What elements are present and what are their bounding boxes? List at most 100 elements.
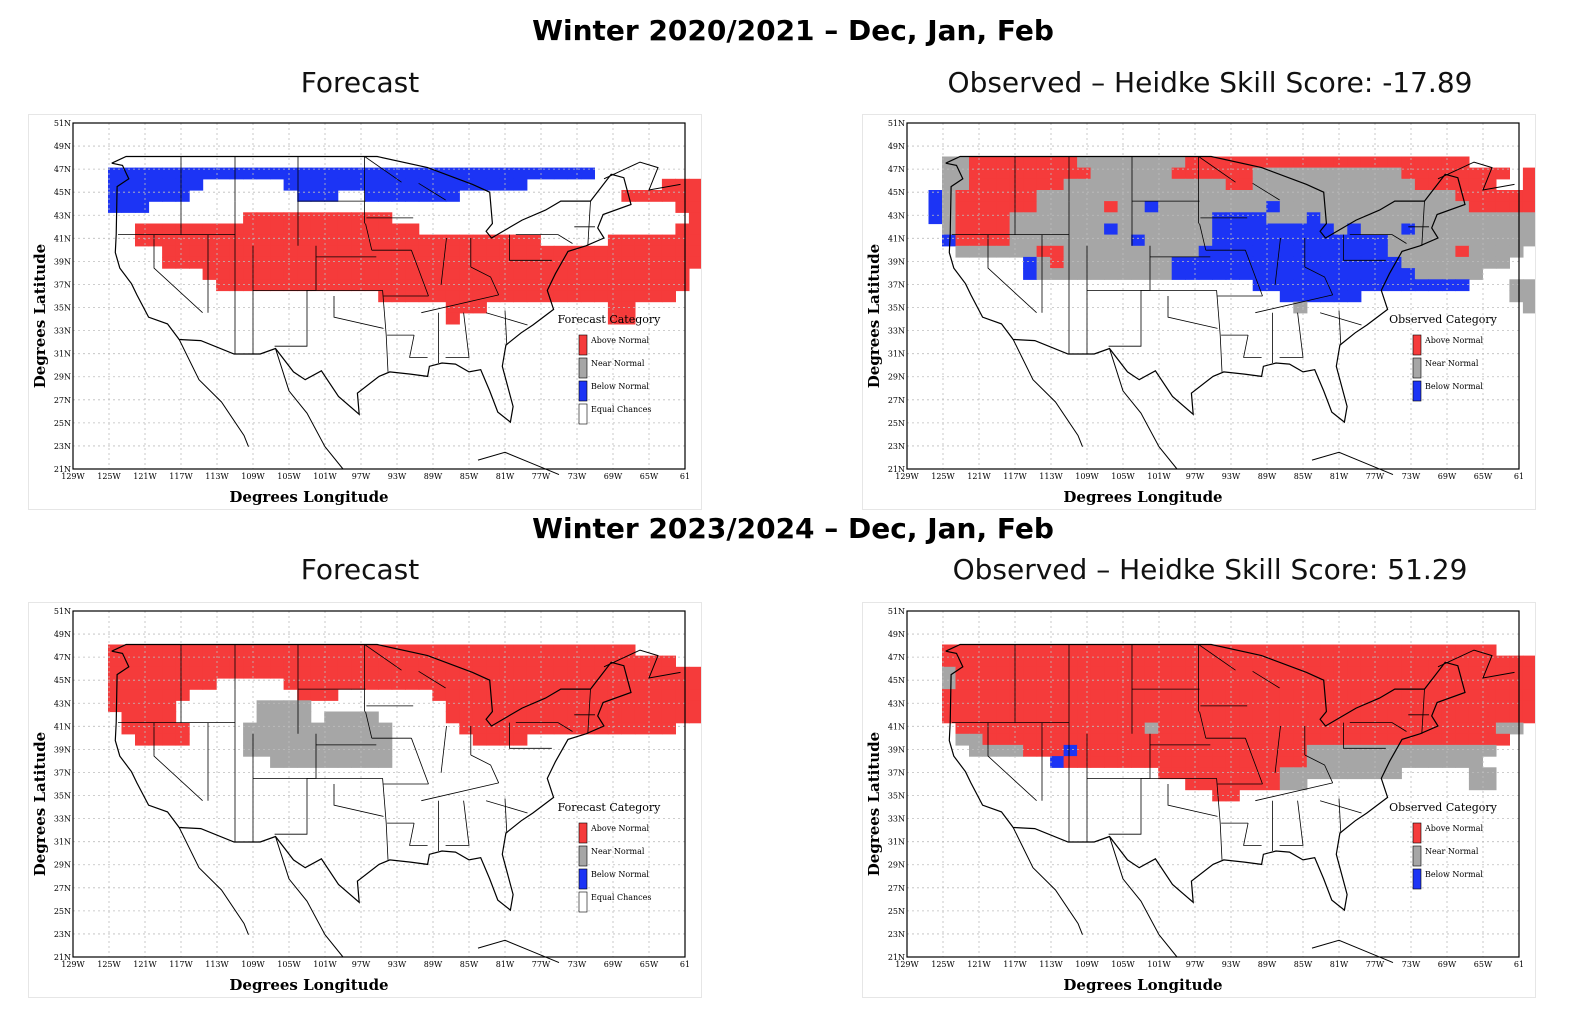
category-cell <box>418 279 433 292</box>
category-cell <box>955 655 970 668</box>
category-cell <box>1252 700 1267 713</box>
category-cell <box>513 279 528 292</box>
category-cell <box>1482 733 1497 746</box>
category-cell <box>1036 744 1051 757</box>
legend-swatch <box>578 403 588 425</box>
category-cell <box>1306 290 1321 303</box>
category-cell <box>1522 167 1535 180</box>
category-cell <box>486 279 501 292</box>
category-cell <box>1009 201 1024 213</box>
category-cell <box>162 245 177 258</box>
category-cell <box>1225 156 1240 169</box>
category-cell <box>378 245 393 258</box>
category-cell <box>1279 178 1294 191</box>
category-cell <box>1387 733 1402 746</box>
category-cell <box>1522 655 1535 668</box>
category-cell <box>1374 268 1389 280</box>
category-cell <box>1090 223 1105 236</box>
category-cell <box>567 256 582 269</box>
category-cell <box>364 733 379 746</box>
category-cell <box>121 178 136 191</box>
legend-entry: Above Normal <box>590 824 650 833</box>
x-axis-label: Degrees Longitude <box>229 976 388 994</box>
category-cell <box>1522 666 1535 679</box>
category-cell <box>1414 711 1429 724</box>
category-cell <box>499 700 514 713</box>
category-cell <box>1320 666 1335 679</box>
legend-swatch <box>1412 380 1422 402</box>
category-cell <box>942 223 957 236</box>
category-cell <box>1293 756 1308 768</box>
category-cell <box>1455 644 1470 657</box>
lat-tick-label: 47N <box>54 165 71 174</box>
category-cell <box>1144 223 1159 236</box>
category-cell <box>996 178 1011 191</box>
category-cell <box>1023 201 1038 213</box>
lon-tick-label: 93W <box>1222 472 1241 481</box>
category-cell <box>270 167 285 180</box>
legend-entry: Near Normal <box>591 847 645 856</box>
category-cell <box>1117 167 1132 180</box>
state-border <box>987 234 1037 313</box>
category-cell <box>1198 245 1213 258</box>
category-cell <box>1036 700 1051 713</box>
category-cell <box>1387 190 1402 202</box>
category-cell <box>553 655 568 668</box>
category-cell <box>982 733 997 746</box>
category-cell <box>1144 744 1159 757</box>
category-cell <box>1360 201 1375 213</box>
category-cell <box>1023 190 1038 202</box>
category-cell <box>324 655 339 668</box>
category-cell <box>1225 666 1240 679</box>
category-cell <box>594 722 609 735</box>
category-cell <box>297 722 312 735</box>
lon-tick-label: 113W <box>1039 960 1063 969</box>
category-cell <box>648 666 663 679</box>
state-border <box>1167 784 1218 817</box>
legend-entry: Near Normal <box>591 359 645 368</box>
category-cell <box>1239 223 1254 236</box>
lon-tick-label: 61 <box>680 960 690 969</box>
lon-tick-label: 101W <box>1147 960 1171 969</box>
category-cell <box>969 178 984 191</box>
category-cell <box>1239 167 1254 180</box>
category-cell <box>1455 201 1470 213</box>
mexico-outline <box>275 348 344 470</box>
category-cell <box>270 245 285 258</box>
category-cell <box>148 223 163 236</box>
category-cell <box>1144 256 1159 269</box>
category-cell <box>486 722 501 735</box>
category-cell <box>1374 190 1389 202</box>
category-cell <box>1293 666 1308 679</box>
category-cell <box>1347 190 1362 202</box>
lat-tick-label: 31N <box>54 838 71 847</box>
category-cell <box>634 190 649 202</box>
category-cell <box>621 279 636 292</box>
category-cell <box>1063 655 1078 668</box>
category-cell <box>661 256 676 269</box>
category-cell <box>1374 666 1389 679</box>
category-cell <box>324 167 339 180</box>
category-cell <box>634 256 649 269</box>
category-cell <box>337 256 352 269</box>
category-cell <box>942 711 957 724</box>
category-cell <box>1212 156 1227 169</box>
category-cell <box>270 756 285 768</box>
category-cell <box>175 666 190 679</box>
category-cell <box>594 711 609 724</box>
y-axis-label: Degrees Latitude <box>865 732 883 876</box>
category-cell <box>121 644 136 657</box>
category-cell <box>1225 245 1240 258</box>
category-cell <box>1306 245 1321 258</box>
category-cell <box>621 290 636 303</box>
category-cell <box>1360 666 1375 679</box>
category-cell <box>1360 268 1375 280</box>
plot-frame <box>906 610 1520 958</box>
category-cell <box>1279 711 1294 724</box>
category-cell <box>1455 733 1470 746</box>
lat-tick-label: 23N <box>54 930 71 939</box>
state-border <box>509 722 552 749</box>
category-cell <box>472 689 487 701</box>
category-cell <box>162 733 177 746</box>
category-cell <box>1009 689 1024 701</box>
